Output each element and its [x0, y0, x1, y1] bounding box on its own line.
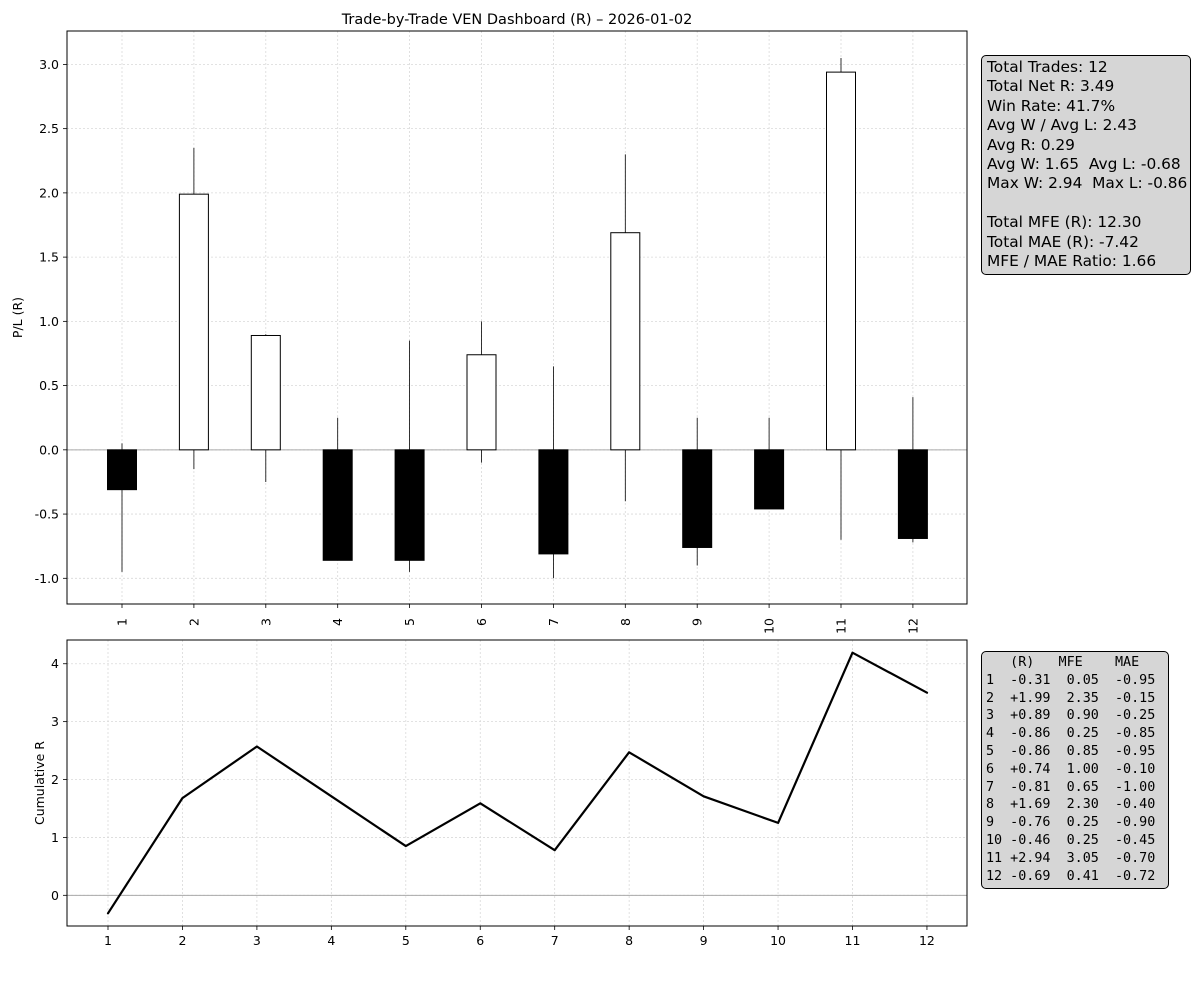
y-tick-label: 0: [51, 888, 59, 903]
x-tick-label: 12: [919, 933, 935, 948]
stat-line: Avg W / Avg L: 2.43: [987, 116, 1137, 135]
stat-line: Total MFE (R): 12.30: [987, 213, 1142, 232]
pl-bar: [826, 71, 856, 451]
x-tick-label: 7: [551, 933, 559, 948]
trade-table-row: 9 -0.76 0.25 -0.90: [986, 815, 1156, 831]
trade-table-row: 8 +1.69 2.30 -0.40: [986, 797, 1156, 813]
trade-table-header: (R) MFE MAE: [986, 655, 1140, 670]
y-tick-label: 1: [51, 830, 59, 845]
plot-frame: [66, 639, 968, 927]
plot-area: [67, 640, 967, 926]
x-tick-label: 2: [178, 933, 186, 948]
pl-bar: [250, 334, 281, 451]
stat-line: Win Rate: 41.7%: [987, 96, 1116, 115]
x-tick-label: 8: [618, 618, 633, 626]
stat-line: Total Trades: 12: [987, 58, 1108, 76]
pl-bar: [897, 449, 928, 539]
y-tick-label: 4: [51, 656, 59, 671]
stat-line: Avg R: 0.29: [987, 135, 1075, 154]
y-axis-label: Cumulative R: [32, 741, 47, 825]
cumulative-r-line: [106, 651, 929, 915]
summary-stats-box: Total Trades: 12 Total Net R: 3.49 Win R…: [981, 55, 1191, 276]
pl-bar: [610, 232, 641, 451]
x-tick-label: 10: [762, 618, 777, 634]
pl-bar: [682, 449, 713, 548]
y-tick-label: 2.5: [39, 121, 59, 136]
y-axis-label: P/L (R): [10, 297, 25, 338]
stat-line: [987, 194, 1190, 213]
pl-bar: [466, 354, 497, 451]
pl-bar: [538, 449, 569, 555]
pl-bar: [107, 449, 137, 491]
trade-table-row: 2 +1.99 2.35 -0.15: [986, 690, 1156, 706]
x-tick-label: 2: [186, 618, 201, 626]
x-tick-label: 5: [402, 618, 417, 626]
trade-table-row: 3 +0.89 0.90 -0.25: [986, 708, 1156, 724]
x-tick-label: 4: [327, 933, 335, 948]
stat-line: Max W: 2.94 Max L: -0.86: [987, 174, 1188, 193]
y-tick-label: 2.0: [39, 185, 59, 200]
pl-bar-chart: -1.0-0.50.00.51.01.52.02.53.01 2 3 4 5 6 7 8 9 10…: [10, 30, 968, 634]
trade-table-row: 7 -0.81 0.65 -1.00: [986, 779, 1156, 795]
chart-title: Trade-by-Trade VEN Dashboard (R) – 2026-…: [341, 12, 693, 28]
x-tick-label: 9: [690, 618, 705, 626]
x-tick-label: 3: [258, 618, 273, 626]
x-tick-label: 1: [104, 933, 112, 948]
x-tick-label: 7: [546, 618, 561, 626]
x-tick-label: 11: [845, 933, 861, 948]
y-tick-label: 0.0: [39, 442, 59, 457]
stat-line: Total MAE (R): -7.42: [987, 232, 1139, 251]
y-tick-label: 1.5: [39, 250, 59, 265]
x-tick-label: 9: [700, 933, 708, 948]
trade-table-row: 11 +2.94 3.05 -0.70: [986, 850, 1156, 866]
x-tick-label: 11: [834, 618, 849, 634]
trade-table-row: 6 +0.74 1.00 -0.10: [986, 761, 1156, 777]
pl-bar: [322, 449, 353, 561]
x-tick-label: 3: [253, 933, 261, 948]
y-tick-label: 2: [51, 772, 59, 787]
x-tick-label: 6: [474, 618, 489, 626]
y-tick-label: 3.0: [39, 57, 59, 72]
pl-bar: [178, 193, 209, 451]
trade-table-row: 5 -0.86 0.85 -0.95: [986, 743, 1156, 759]
y-tick-label: -1.0: [35, 571, 59, 586]
y-tick-label: 1.0: [39, 314, 59, 329]
x-tick-label: 4: [330, 618, 345, 626]
trade-table-row: 10 -0.46 0.25 -0.45: [986, 832, 1156, 848]
x-tick-label: 6: [476, 933, 484, 948]
trade-table-box: (R) MFE MAE 1 -0.31 0.05 -0.95 2 +1.99 2…: [981, 651, 1169, 890]
x-tick-label: 1: [115, 618, 130, 626]
stat-line: Total Net R: 3.49: [987, 77, 1115, 96]
pl-bar: [754, 449, 785, 510]
plot-area: [67, 31, 967, 604]
stat-line: MFE / MAE Ratio: 1.66: [987, 251, 1157, 270]
x-tick-label: 5: [402, 933, 410, 948]
y-tick-label: 0.5: [39, 378, 59, 393]
trade-table-row: 12 -0.69 0.41 -0.72: [986, 868, 1156, 884]
pl-bar: [394, 449, 425, 561]
plot-frame: [66, 30, 968, 605]
y-tick-label: 3: [51, 714, 59, 729]
x-tick-label: 12: [905, 618, 920, 634]
stat-line: Avg W: 1.65 Avg L: -0.68: [987, 154, 1181, 173]
trade-table-row: 4 -0.86 0.25 -0.85: [986, 726, 1156, 742]
x-tick-label: 10: [770, 933, 786, 948]
y-tick-label: -0.5: [35, 507, 59, 522]
x-tick-label: 8: [625, 933, 633, 948]
trade-table-row: 1 -0.31 0.05 -0.95: [986, 672, 1156, 688]
